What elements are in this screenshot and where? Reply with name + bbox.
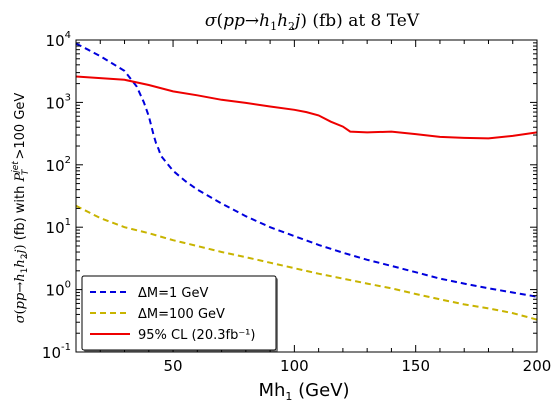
y-tick-label: 103 [46, 92, 71, 112]
legend-label: ΔM=100 GeV [138, 307, 225, 322]
legend-box [81, 275, 277, 351]
legend: ΔM=1 GeV ΔM=100 GeV 95% CL (20.3fb⁻¹) [81, 275, 278, 352]
y-tick-label: 10-1 [42, 342, 71, 362]
legend-label: 95% CL (20.3fb⁻¹) [138, 328, 255, 343]
series-line-1 [76, 42, 537, 298]
x-tick-label: 100 [280, 357, 309, 375]
y-tick-label: 100 [46, 280, 71, 300]
legend-label: ΔM=1 GeV [138, 286, 208, 301]
x-tick-label: 50 [164, 357, 183, 375]
series-line-3 [76, 75, 537, 140]
series-line-2 [76, 204, 537, 321]
plot-frame [75, 39, 538, 353]
chart-title: σ(pp→h1h2j) (fb) at 8 TeV [205, 11, 420, 33]
x-tick-label: 200 [523, 357, 552, 375]
y-tick-label: 102 [46, 155, 71, 175]
y-tick-label: 104 [46, 30, 71, 50]
y-axis-label: σ(pp→h1h2j) (fb) with PjetT >100 GeV [11, 93, 31, 324]
x-tick-label: 150 [401, 357, 430, 375]
y-tick-label: 101 [46, 217, 71, 237]
x-axis-label: Mh1 (GeV) [258, 380, 349, 403]
